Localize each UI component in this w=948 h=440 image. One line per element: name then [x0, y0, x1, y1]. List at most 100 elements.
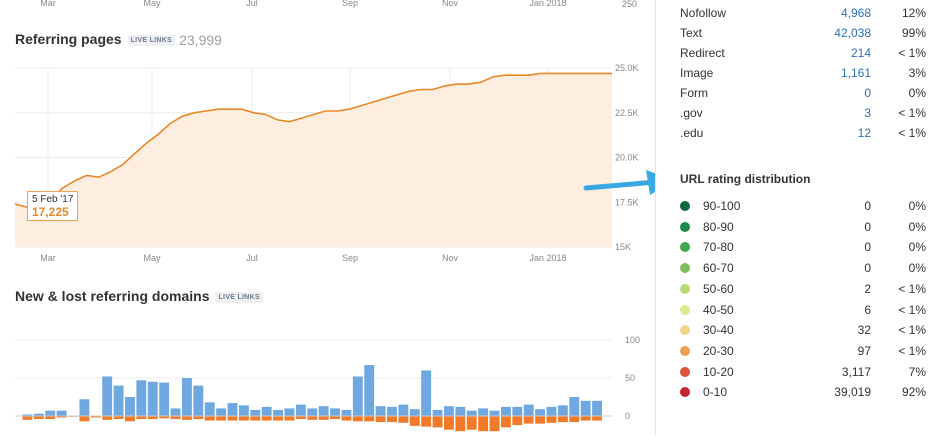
new-domains-bar — [523, 404, 534, 416]
y-tick-label: 25.0K — [615, 63, 639, 73]
new-domains-bar — [330, 408, 340, 416]
lost-domains-bar — [592, 416, 602, 421]
new-domains-bar — [227, 403, 238, 416]
live-links-badge[interactable]: LIVE LINKS — [127, 34, 176, 46]
lost-domains-bar — [341, 416, 352, 421]
new-domains-bar — [421, 370, 432, 416]
rating-count: 6 — [864, 302, 871, 317]
referring-pages-title: Referring pages LIVE LINKS 23,999 — [15, 31, 222, 48]
lost-domains-bar — [113, 416, 124, 420]
lost-domains-bar — [193, 416, 204, 420]
lost-domains-bar — [147, 416, 158, 420]
rating-range: 70-80 — [703, 240, 734, 255]
lost-domains-bar — [125, 416, 135, 422]
rating-count: 3,117 — [841, 364, 871, 379]
stats-row: Image 1,161 3% — [680, 63, 926, 83]
new-domains-bar — [33, 413, 44, 416]
new-domains-bar — [45, 410, 56, 416]
lost-domains-bar — [90, 416, 101, 418]
new-lost-chart[interactable]: 100 50 0 — [0, 320, 655, 440]
stats-label: Nofollow — [680, 6, 727, 20]
new-domains-bar — [546, 406, 557, 416]
rating-percent: 0% — [908, 199, 926, 213]
rating-count: 2 — [864, 281, 871, 296]
stats-percent: < 1% — [898, 126, 926, 140]
new-domains-bar — [295, 404, 306, 416]
lost-domains-bar — [364, 416, 375, 422]
top-axis-label: Nov — [441, 0, 459, 8]
stats-count[interactable]: 1,161 — [840, 66, 871, 80]
new-domains-bar — [273, 409, 284, 416]
lost-domains-bar — [284, 416, 295, 421]
new-domains-bar — [569, 397, 580, 416]
stats-label: Image — [680, 66, 714, 80]
stats-count[interactable]: 214 — [850, 46, 871, 60]
rating-percent: < 1% — [898, 343, 926, 358]
new-domains-bar — [204, 402, 215, 416]
rating-percent: 0% — [908, 261, 926, 276]
x-tick-label: Sep — [342, 253, 358, 263]
new-domains-bar — [261, 406, 272, 416]
new-domains-bar — [341, 409, 352, 416]
stats-row: Nofollow 4,968 12% — [680, 3, 926, 23]
lost-domains-bar — [546, 416, 557, 423]
new-domains-bar — [307, 408, 318, 416]
lost-domains-bar — [557, 416, 568, 423]
new-domains-bar — [318, 406, 329, 416]
lost-domains-bar — [466, 416, 477, 430]
lost-domains-bar — [22, 416, 33, 420]
x-tick-label: Jan 2018 — [529, 253, 566, 263]
rating-range: 20-30 — [703, 343, 734, 358]
rating-percent: 0% — [908, 240, 926, 255]
y-tick-label: 50 — [625, 373, 635, 383]
new-domains-bar — [489, 410, 500, 416]
referring-pages-chart[interactable]: 25.0K 22.5K 20.0K 17.5K 15K Mar May Jul Sep Nov Ja… — [0, 55, 655, 275]
top-axis-label: Mar — [40, 0, 56, 8]
stats-count[interactable]: 12 — [857, 126, 871, 140]
referring-pages-label: Referring pages — [15, 31, 122, 47]
tooltip-date: 5 Feb '17 — [32, 194, 74, 205]
new-domains-bar — [580, 400, 591, 416]
new-domains-bar — [147, 381, 158, 416]
lost-domains-bar — [307, 416, 318, 420]
series-line — [14, 72, 612, 209]
rating-dot-icon — [680, 345, 690, 356]
live-links-badge-2[interactable]: LIVE LINKS — [215, 291, 263, 303]
new-domains-bar — [113, 385, 124, 416]
rating-dot-icon — [680, 201, 690, 211]
stats-count[interactable]: 42,038 — [834, 26, 871, 40]
lost-domains-bar — [136, 416, 147, 420]
new-domains-bar — [398, 404, 409, 416]
referring-pages-count: 23,999 — [179, 32, 222, 49]
stats-count[interactable]: 3 — [864, 106, 871, 120]
y-tick-label: 15K — [615, 242, 631, 252]
stats-row: Redirect 214 < 1% — [680, 43, 926, 63]
lost-domains-bar — [523, 416, 534, 424]
lost-domains-bar — [204, 416, 215, 421]
rating-dot-icon — [680, 366, 690, 377]
stats-count[interactable]: 4,968 — [840, 6, 871, 20]
tooltip-value: 17,225 — [32, 205, 69, 219]
lost-domains-bar — [170, 416, 181, 420]
rating-row: 30-40 32 < 1% — [680, 320, 926, 340]
lost-domains-bar — [489, 416, 500, 432]
lost-domains-bar — [352, 416, 363, 422]
rating-range: 60-70 — [703, 261, 734, 276]
rating-row: 40-50 6 < 1% — [680, 300, 926, 320]
rating-percent: < 1% — [898, 302, 926, 317]
top-axis-label: May — [143, 0, 161, 8]
lost-domains-bar — [102, 416, 113, 420]
left-panel: Mar May Jul Sep Nov Jan 2018 250 Referring pa… — [0, 0, 655, 432]
rating-range: 80-90 — [703, 219, 734, 234]
new-domains-bar — [125, 397, 135, 416]
stats-percent: < 1% — [898, 46, 926, 60]
lost-domains-bar — [500, 416, 511, 428]
lost-domains-bar — [569, 416, 580, 423]
top-axis-label: Sep — [341, 0, 359, 8]
stats-row: .gov 3 < 1% — [680, 103, 926, 123]
top-axis-label: Jul — [246, 0, 258, 8]
stats-count[interactable]: 0 — [864, 86, 871, 100]
lost-domains-bar — [512, 416, 523, 426]
rating-range: 40-50 — [703, 302, 734, 317]
rating-dot-icon — [680, 263, 690, 274]
